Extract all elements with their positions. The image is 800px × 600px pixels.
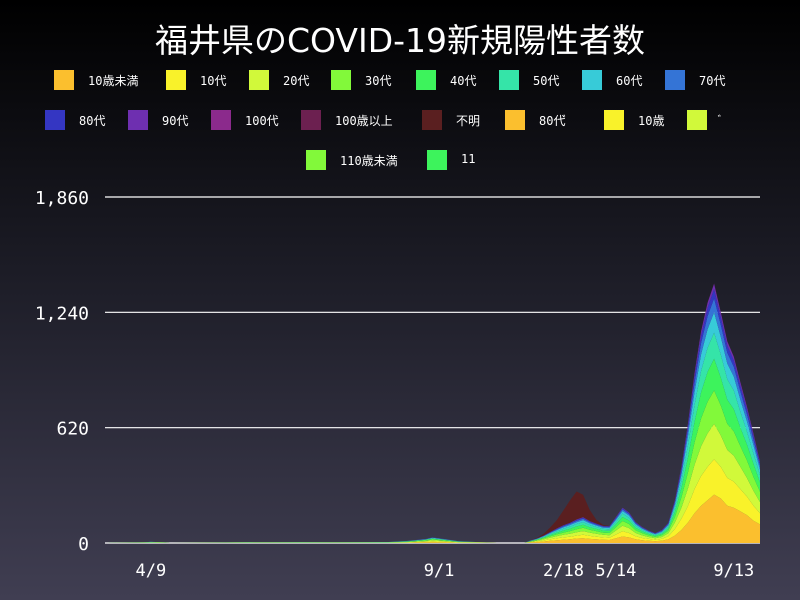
legend-label: 30代 [365, 74, 392, 88]
legend-label: 10代 [200, 74, 227, 88]
series-area [105, 298, 760, 543]
legend-swatch [301, 110, 321, 130]
legend-swatch [427, 150, 447, 170]
legend-swatch [249, 70, 269, 90]
series-area [105, 390, 760, 543]
x-tick-label: 5/14 [595, 561, 636, 581]
legend-label: 40代 [450, 74, 477, 88]
legend-label: 11 [461, 152, 476, 166]
legend-swatch [45, 110, 65, 130]
series-area [105, 332, 760, 543]
legend-swatch [306, 150, 326, 170]
legend-swatch [54, 70, 74, 90]
legend-label: 100代 [245, 114, 279, 128]
legend-label: 不明 [456, 114, 481, 128]
series-area [105, 283, 760, 543]
series-area [105, 423, 760, 543]
legend-label: 50代 [533, 74, 560, 88]
legend-label: 60代 [616, 74, 643, 88]
legend-label: 80代゙ [539, 114, 566, 128]
legend-label: 90代 [162, 114, 189, 128]
legend-swatch [505, 110, 525, 130]
x-tick-label: 2/18 [543, 561, 584, 581]
legend-label: 100歳以上 [335, 114, 393, 128]
legend-swatch [499, 70, 519, 90]
legend-swatch [128, 110, 148, 130]
legend-swatch [604, 110, 624, 130]
y-tick-label: 0 [78, 534, 89, 555]
legend-swatch [331, 70, 351, 90]
legend-swatch [166, 70, 186, 90]
x-tick-label: 4/9 [135, 561, 166, 581]
legend-label: 110歳未満 [340, 154, 398, 168]
x-tick-label: 9/1 [424, 561, 455, 581]
y-tick-label: 1,240 [35, 303, 89, 324]
series-area [105, 289, 760, 543]
x-tick-label: 9/13 [713, 561, 754, 581]
y-tick-label: 620 [56, 419, 89, 440]
series-area [105, 358, 760, 543]
legend-swatch [422, 110, 442, 130]
legend-swatch [582, 70, 602, 90]
legend-label: 80代 [79, 114, 106, 128]
legend-label: 10歳未満 [88, 74, 139, 88]
legend-swatch [211, 110, 231, 130]
series-area [105, 283, 760, 543]
series-area [105, 283, 760, 543]
series-area [105, 494, 760, 543]
chart-title: 福井県のCOVID-19新規陽性者数 [154, 21, 646, 60]
legend-swatch [665, 70, 685, 90]
legend-swatch [416, 70, 436, 90]
legend-label: 20代 [283, 74, 310, 88]
legend-swatch [687, 110, 707, 130]
y-tick-label: 1,860 [35, 188, 89, 209]
series-area [105, 283, 760, 543]
legend-label: 10歳 [638, 114, 665, 128]
legend-label: 70代 [699, 74, 726, 88]
